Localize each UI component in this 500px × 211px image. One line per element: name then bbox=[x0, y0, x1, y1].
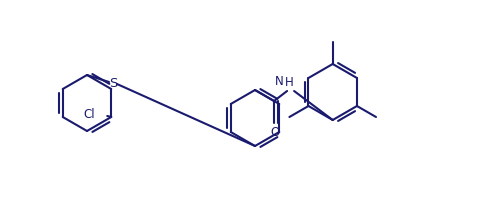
Text: H: H bbox=[284, 76, 294, 89]
Text: N: N bbox=[276, 75, 284, 88]
Text: S: S bbox=[109, 77, 117, 89]
Text: Cl: Cl bbox=[84, 107, 95, 120]
Text: O: O bbox=[270, 126, 280, 139]
